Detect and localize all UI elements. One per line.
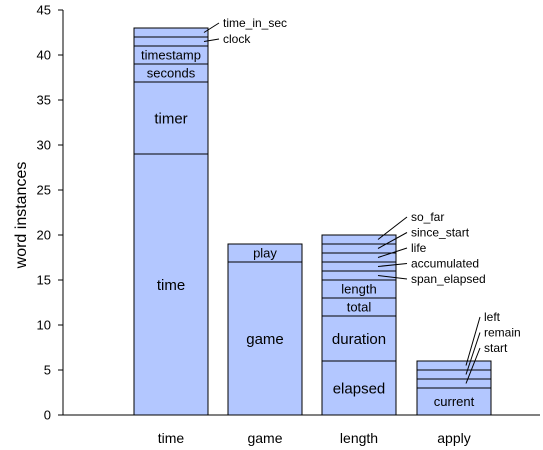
segment-label-elapsed: elapsed (333, 380, 386, 397)
bar-segment-timer (133, 81, 209, 155)
bar-segment-duration (321, 315, 397, 362)
bar-segment-start (416, 378, 492, 389)
callout-label-left: left (484, 310, 501, 324)
callout-line-remain (465, 332, 481, 375)
x-tick-label-game: game (247, 430, 282, 446)
y-tick-label: 5 (44, 363, 51, 378)
segment-label-length: length (341, 282, 376, 297)
bar-segment-elapsed (321, 360, 397, 416)
bar-segment-life (321, 252, 397, 263)
segment-label-total: total (347, 300, 372, 315)
y-tick-label: 45 (37, 3, 51, 18)
bar-segment-accumulated (321, 261, 397, 272)
bar-stack-apply: current (416, 360, 492, 416)
bar-segment-remain (416, 369, 492, 380)
segment-label-play: play (253, 246, 277, 261)
callout-line-since-start (377, 232, 408, 249)
y-tick-label: 40 (37, 48, 51, 63)
callout-label-life: life (411, 241, 427, 255)
callout-label-clock: clock (223, 32, 251, 46)
bar-segment-since-start (321, 243, 397, 254)
x-tick-label-apply: apply (437, 430, 470, 446)
bar-segment-time-in-sec (133, 27, 209, 38)
bar-stack-length: elapsed duration total length (321, 234, 397, 416)
y-tick-label: 20 (37, 228, 51, 243)
bar-segment-clock (133, 36, 209, 47)
bar-stack-time: time timer seconds timestamp (133, 27, 209, 416)
y-axis-title: word instances (13, 162, 30, 270)
bars: time timer seconds timestamp game play elapsed… (133, 27, 492, 416)
bar-segment-so-far (321, 234, 397, 245)
segment-label-time: time (157, 277, 185, 294)
callout-label-since-start: since_start (411, 226, 470, 240)
callout-label-start: start (484, 341, 508, 355)
callout-line-so-far (377, 216, 408, 240)
y-axis: 0 5 10 15 20 25 30 35 40 45 (37, 3, 64, 423)
y-tick-label: 0 (44, 408, 51, 423)
y-tick-label: 35 (37, 93, 51, 108)
y-tick-label: 25 (37, 183, 51, 198)
callout-label-time-in-sec: time_in_sec (223, 16, 287, 30)
segment-label-game: game (246, 331, 284, 348)
segment-label-duration: duration (332, 331, 386, 348)
bar-segment-game (227, 261, 303, 416)
bar-segment-span-elapsed (321, 270, 397, 281)
segment-label-timer: timer (154, 110, 187, 127)
bar-segment-time (133, 153, 209, 416)
bar-segment-left (416, 360, 492, 371)
y-tick-label: 10 (37, 318, 51, 333)
bar-segment-play (227, 243, 303, 263)
callout-line-left (465, 316, 481, 366)
x-tick-label-length: length (340, 430, 378, 446)
callout-label-accumulated: accumulated (411, 257, 479, 271)
callout-line-clock (203, 38, 220, 42)
callout-line-time-in-sec (203, 22, 220, 33)
y-tick-label: 15 (37, 273, 51, 288)
x-tick-label-time: time (158, 430, 185, 446)
segment-label-timestamp: timestamp (141, 48, 201, 63)
callout-label-so-far: so_far (411, 210, 444, 224)
callout-label-span-elapsed: span_elapsed (411, 272, 486, 286)
callout-line-span-elapsed (377, 275, 408, 280)
y-tick-label: 30 (37, 138, 51, 153)
callout-label-remain: remain (484, 326, 521, 340)
segment-label-current: current (434, 394, 475, 409)
callout-line-start (465, 347, 481, 384)
callout-line-life (377, 247, 408, 258)
segment-label-seconds: seconds (147, 66, 196, 81)
bar-stack-game: game play (227, 243, 303, 416)
callout-line-accumulated (377, 263, 408, 267)
